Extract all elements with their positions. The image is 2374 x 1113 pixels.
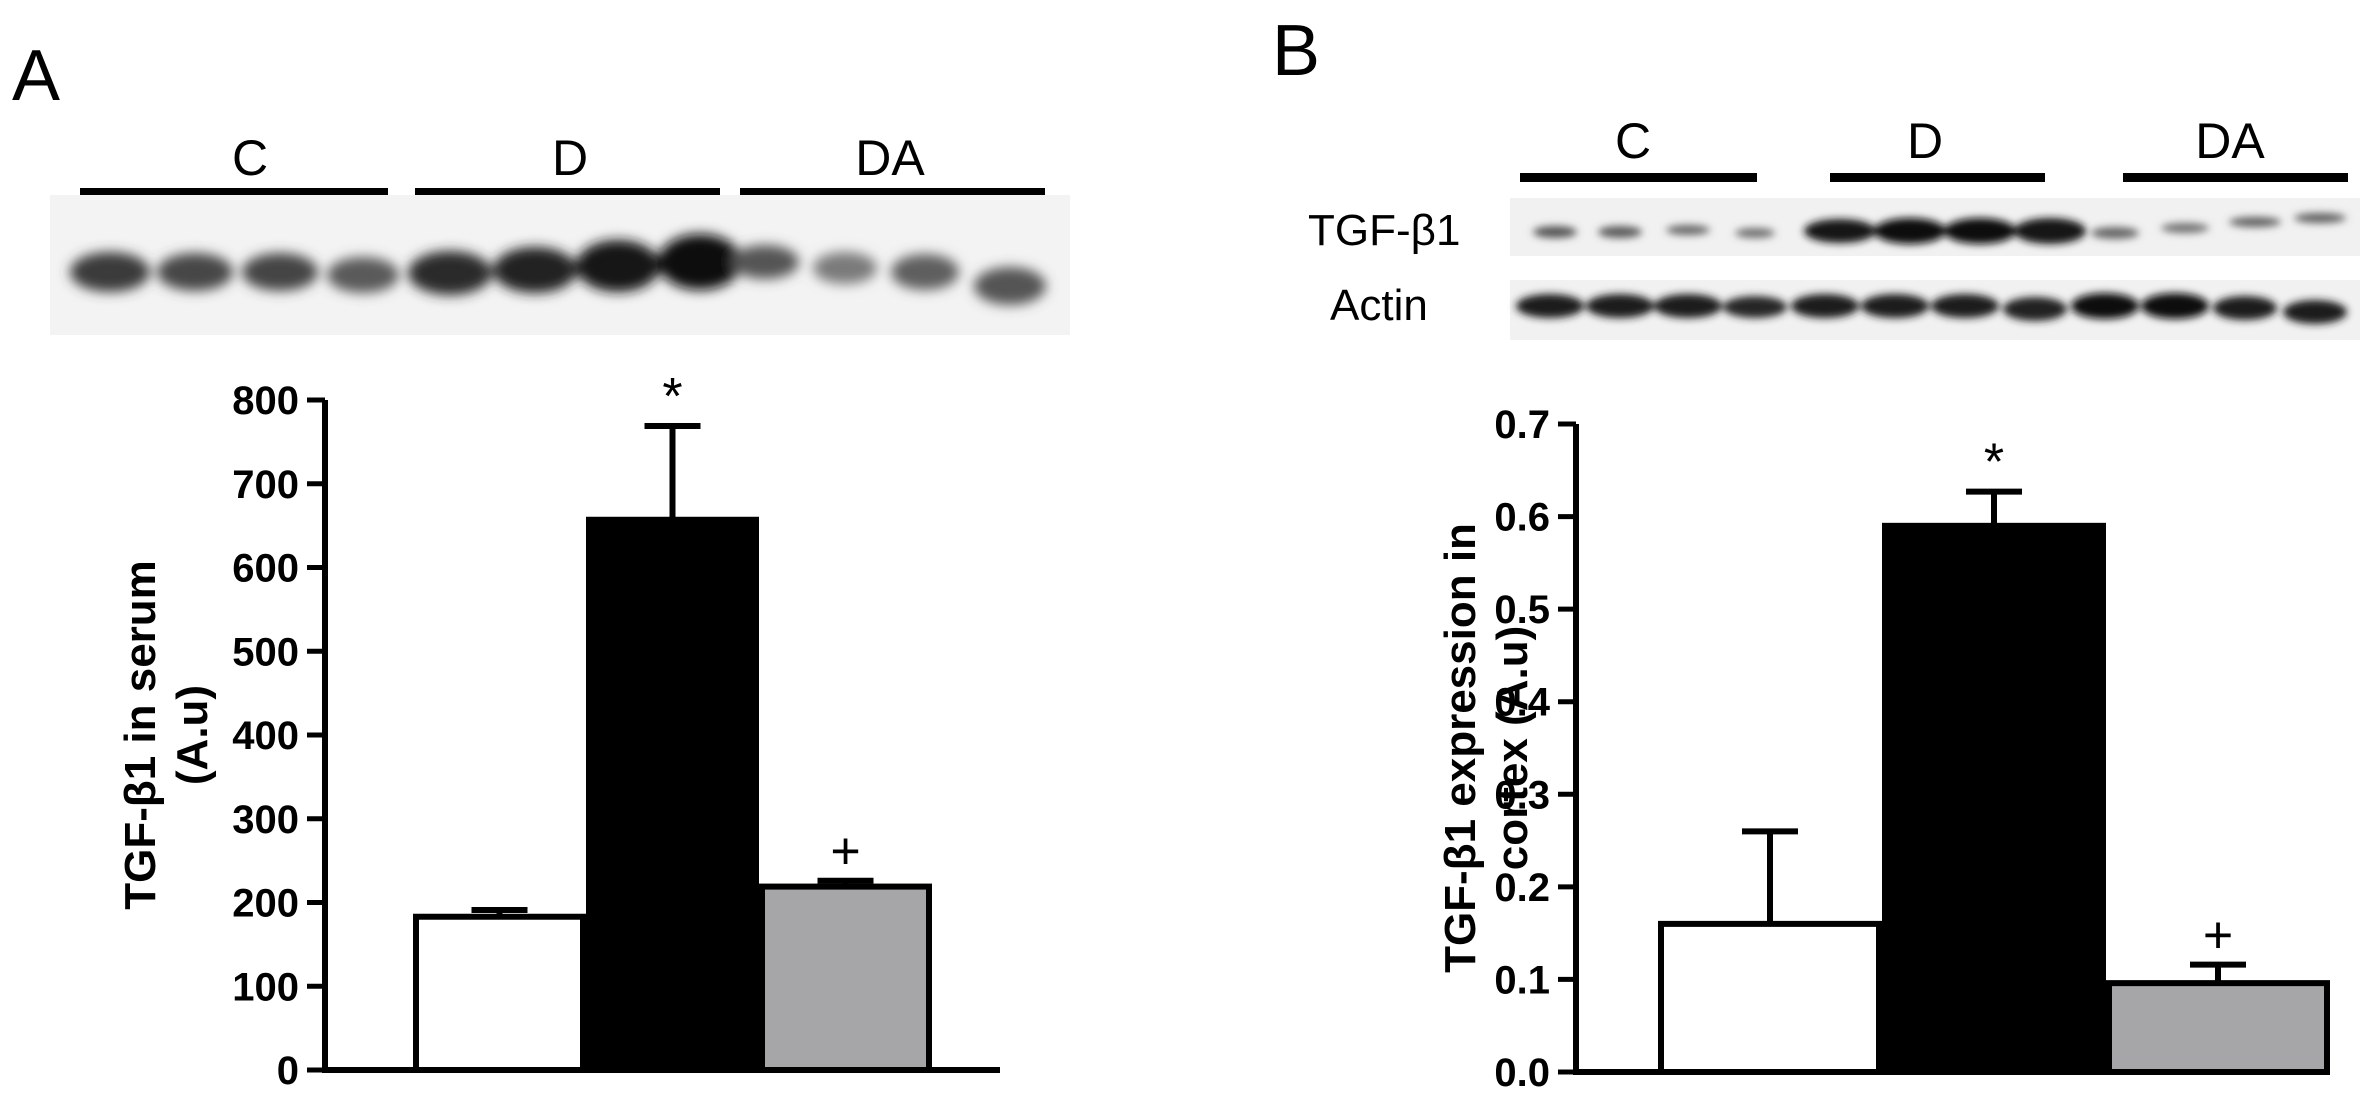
y-tick-label: 0.1 xyxy=(1494,958,1550,1002)
panel-b-blot-row-tgf: TGF-β1 xyxy=(1308,206,1460,255)
panel-b-group-da: DA xyxy=(2195,113,2265,169)
y-tick-label: 0.3 xyxy=(1494,773,1550,817)
y-tick-label: 500 xyxy=(232,630,299,674)
bar-da xyxy=(2106,980,2330,1075)
y-axis-label-line: cortex (A.u) xyxy=(1488,626,1537,870)
bar-d xyxy=(1882,522,2106,1075)
y-axis-label-line: TGF-β1 expression in xyxy=(1436,523,1485,973)
significance-marker: + xyxy=(830,823,860,881)
panel-a: A C D DA xyxy=(12,36,1070,1093)
panel-a-group-da: DA xyxy=(855,130,925,186)
panel-b-group-c: C xyxy=(1615,113,1651,169)
panel-a-group-c-line xyxy=(80,188,388,197)
y-axis-label: TGF-β1 in serum(A.u) xyxy=(116,560,217,910)
y-tick-label: 0.6 xyxy=(1494,496,1550,540)
panel-b-bar-chart: 0.0 0.1 0.2 0.3 0.4 0.5 0.6 0.7 TGF-β1 expressio… xyxy=(1436,403,2330,1095)
panel-a-blot-image xyxy=(50,195,1070,335)
y-tick-label: 100 xyxy=(232,965,299,1009)
y-tick-label: 200 xyxy=(232,882,299,926)
y-tick-label: 0.5 xyxy=(1494,588,1550,632)
bar-c xyxy=(413,913,586,1073)
panel-a-letter: A xyxy=(12,36,60,116)
panel-a-group-da-line xyxy=(740,188,1045,197)
panel-b-group-c-line xyxy=(1520,173,1757,182)
y-tick-label: 300 xyxy=(232,798,299,842)
y-tick-label: 0.0 xyxy=(1494,1051,1550,1095)
panel-b: B C D DA TGF-β1 Actin xyxy=(1272,11,2360,1095)
panel-a-group-d-line xyxy=(415,188,720,197)
panel-a-lane-groups: C D DA xyxy=(80,130,1045,197)
y-tick-label: 400 xyxy=(232,714,299,758)
y-tick-label: 0.7 xyxy=(1494,403,1550,447)
bar-d xyxy=(586,516,759,1073)
bar-c xyxy=(1658,920,1882,1076)
y-axis-label-line: (A.u) xyxy=(168,685,217,785)
y-tick-label: 0.4 xyxy=(1494,681,1550,725)
y-axis-label-line: TGF-β1 in serum xyxy=(116,560,165,910)
y-tick-label: 800 xyxy=(232,379,299,423)
bar-da xyxy=(759,883,932,1074)
y-tick-label: 0.2 xyxy=(1494,866,1550,910)
panel-a-group-c: C xyxy=(232,130,268,186)
y-axis-label: TGF-β1 expression incortex (A.u) xyxy=(1436,523,1537,973)
panel-b-lane-groups: C D DA xyxy=(1520,113,2348,182)
significance-marker: + xyxy=(2203,907,2233,965)
panel-a-group-d: D xyxy=(552,130,588,186)
panel-b-group-d-line xyxy=(1830,173,2045,182)
significance-marker: * xyxy=(1984,434,2004,492)
significance-marker: * xyxy=(662,368,682,426)
y-tick-label: 700 xyxy=(232,463,299,507)
panel-a-bar-chart: 0 100 200 300 400 500 600 700 800 TGF-β1 in serum… xyxy=(116,368,1000,1093)
panel-b-blot-image-actin xyxy=(1510,280,2360,340)
panel-b-blot-row-actin: Actin xyxy=(1330,281,1428,330)
panel-b-group-da-line xyxy=(2123,173,2348,182)
panel-b-blot-image-tgf xyxy=(1510,198,2360,256)
panel-b-group-d: D xyxy=(1907,113,1943,169)
y-tick-label: 600 xyxy=(232,547,299,591)
panel-b-letter: B xyxy=(1272,11,1320,91)
y-tick-label: 0 xyxy=(277,1049,299,1093)
